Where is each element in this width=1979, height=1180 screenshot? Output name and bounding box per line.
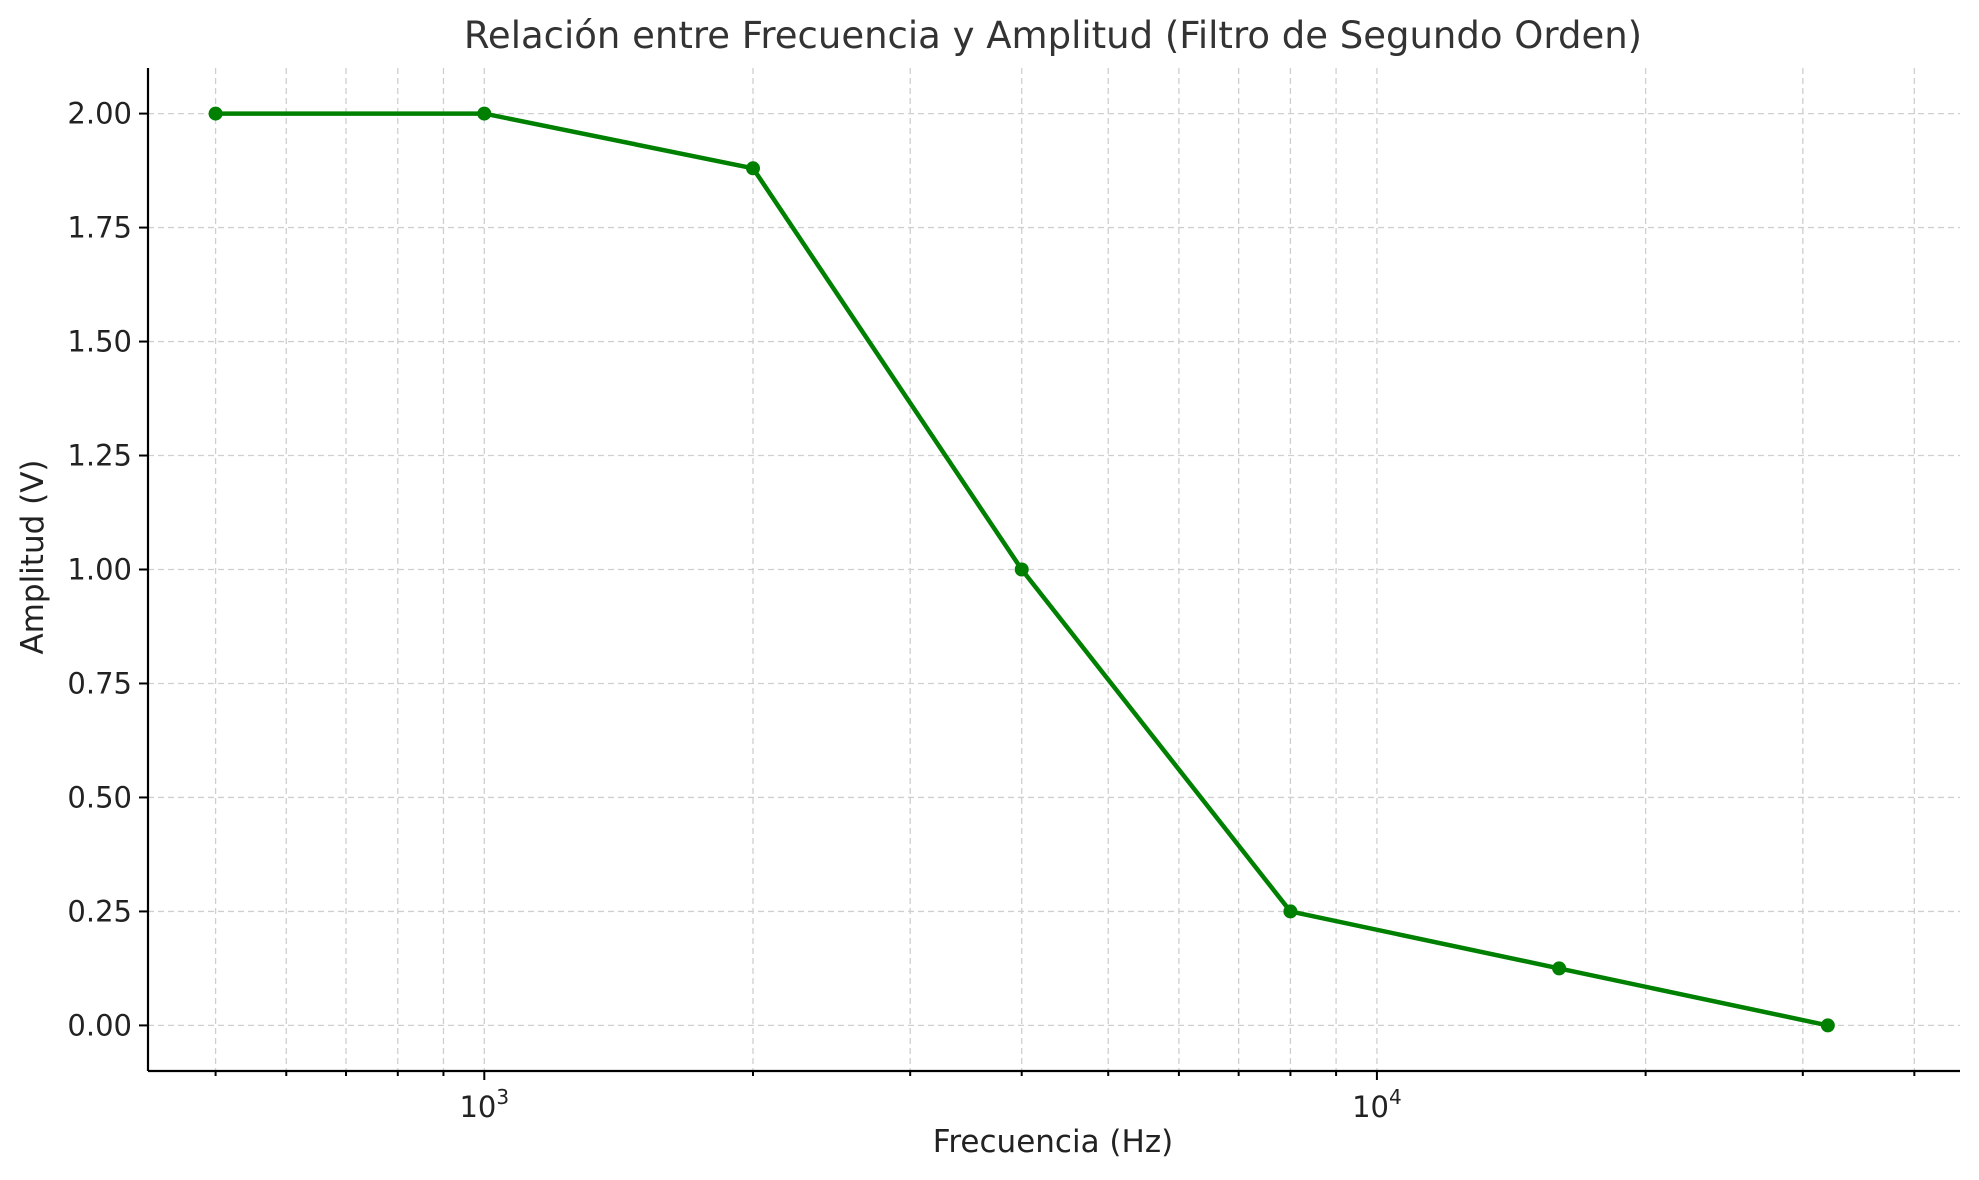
data-point: [1283, 904, 1298, 919]
x-tick-label-base: 10: [1352, 1090, 1389, 1124]
series: [208, 106, 1835, 1033]
data-point: [208, 106, 223, 121]
y-tick-label: 2.00: [67, 97, 132, 131]
data-point: [1820, 1018, 1835, 1033]
x-tick-label-base: 10: [459, 1090, 496, 1124]
x-tick-label: 103: [459, 1085, 509, 1124]
x-tick-label-exponent: 4: [1389, 1085, 1402, 1109]
y-tick-label: 1.75: [67, 211, 132, 245]
data-point: [746, 161, 761, 176]
data-point: [1552, 961, 1567, 976]
y-tick-label: 0.75: [67, 666, 132, 700]
chart-title: Relación entre Frecuencia y Amplitud (Fi…: [464, 14, 1642, 57]
x-axis-label: Frecuencia (Hz): [933, 1124, 1173, 1160]
data-point: [1014, 562, 1029, 577]
y-tick-label: 0.50: [67, 780, 132, 814]
grid: [148, 68, 1960, 1071]
y-tick-label: 1.50: [67, 325, 132, 359]
y-axis-label: Amplitud (V): [15, 459, 51, 654]
x-tick-label: 104: [1352, 1085, 1402, 1124]
data-point: [477, 106, 492, 121]
y-tick-label: 1.25: [67, 439, 132, 473]
y-tick-label: 0.00: [67, 1008, 132, 1042]
x-tick-label-exponent: 3: [496, 1085, 509, 1109]
y-tick-label: 1.00: [67, 553, 132, 587]
y-tick-label: 0.25: [67, 894, 132, 928]
